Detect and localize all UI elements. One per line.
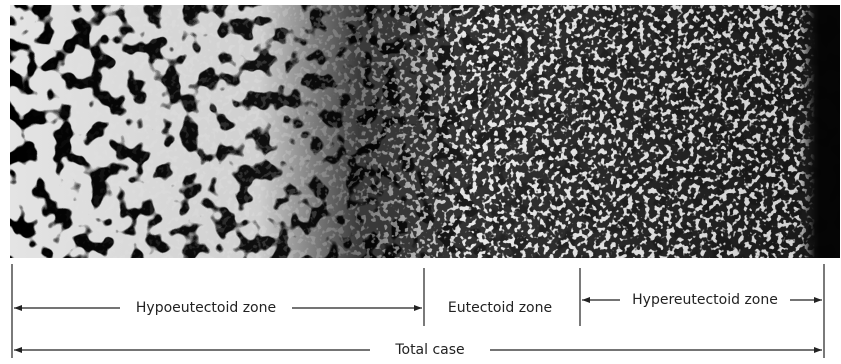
arrow-head [814,297,822,303]
micrograph-carbide [10,5,840,258]
zone-label: Hypoeutectoid zone [136,300,276,316]
arrow-head [14,347,22,353]
arrow-head [814,347,822,353]
arrow-head [582,297,590,303]
total-label: Total case [394,342,464,358]
arrow-head [14,305,22,311]
figure: Hypoeutectoid zone Eutectoid zone Hypere… [0,0,841,364]
zone-label: Hypereutectoid zone [632,292,778,308]
micrograph [10,5,840,258]
zone-label: Eutectoid zone [448,300,552,316]
arrow-head [414,305,422,311]
